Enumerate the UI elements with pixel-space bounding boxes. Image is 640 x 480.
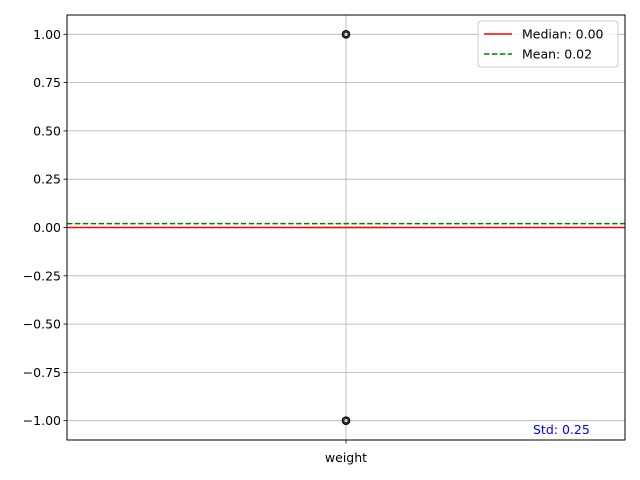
outlier-point (341, 30, 351, 39)
y-tick-label: 0.75 (33, 75, 61, 90)
legend-median-label: Median: 0.00 (522, 27, 604, 42)
legend-box (477, 20, 619, 68)
y-tick-label: −0.75 (23, 365, 61, 380)
axes: 1.00 0.75 0.50 0.25 0.00 −0.25 −0.50 −0.75 −1.00… (23, 27, 367, 465)
y-tick-label: 0.25 (33, 172, 61, 187)
outlier-point (341, 416, 351, 425)
legend-mean-label: Mean: 0.02 (522, 47, 592, 62)
y-tick-label: −1.00 (23, 413, 61, 428)
outlier-point-overlap (343, 417, 349, 424)
y-tick-label: −0.25 (23, 268, 61, 283)
plot-marks (67, 30, 625, 425)
y-tick-label: 1.00 (33, 27, 61, 42)
y-tick-label: 0.00 (33, 220, 61, 235)
x-tick-label: weight (325, 450, 367, 465)
y-tick-label: 0.50 (33, 123, 61, 138)
legend: Median: 0.00 Mean: 0.02 (477, 20, 619, 68)
std-annotation: Std: 0.25 (533, 422, 590, 437)
outlier-point-overlap (343, 31, 349, 38)
y-tick-label: −0.50 (23, 317, 61, 332)
